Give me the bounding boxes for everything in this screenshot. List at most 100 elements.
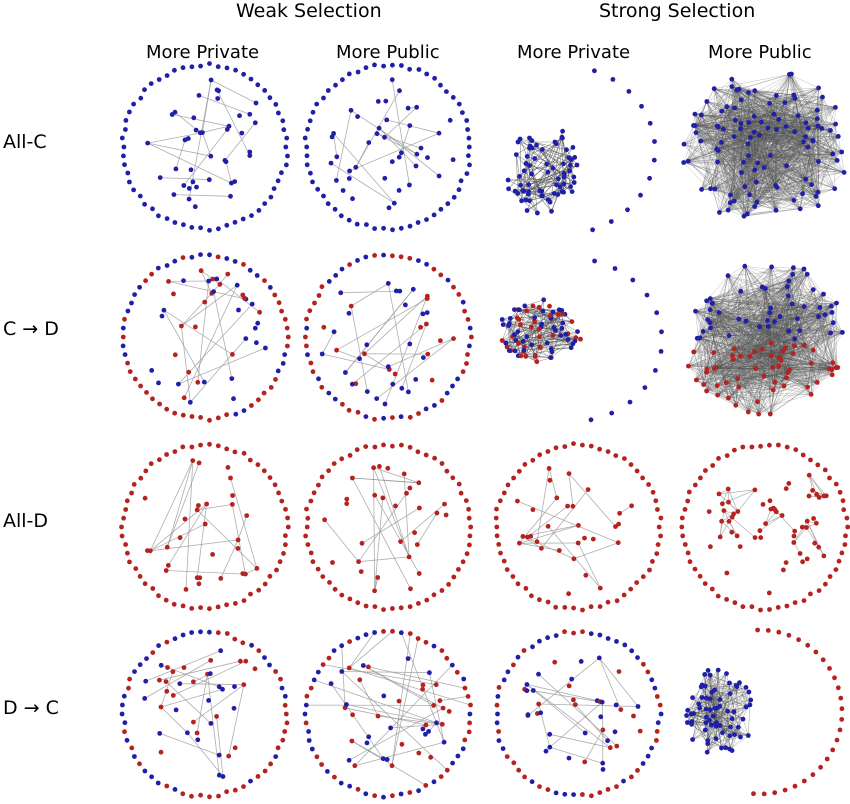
network-node — [704, 714, 709, 720]
network-node — [682, 507, 688, 512]
network-node — [724, 597, 729, 602]
network-node — [179, 323, 184, 329]
network-node — [186, 369, 192, 375]
network-node — [229, 376, 235, 381]
network-node — [523, 354, 529, 359]
network-node — [797, 551, 803, 556]
network-edge — [710, 302, 837, 310]
network-node — [537, 638, 542, 644]
network-node — [612, 266, 618, 271]
network-node — [355, 258, 360, 263]
network-node — [347, 783, 353, 789]
network-edge — [550, 316, 569, 334]
network-node — [233, 411, 239, 417]
network-edge — [703, 274, 793, 385]
network-node — [734, 87, 740, 93]
network-edge — [726, 92, 749, 107]
network-edge — [694, 125, 716, 190]
network-node — [571, 441, 576, 446]
network-node — [460, 746, 466, 752]
network-node — [839, 149, 845, 155]
network-edge — [709, 306, 805, 323]
network-edge — [813, 306, 832, 351]
network-node — [532, 315, 537, 321]
network-edge — [700, 312, 833, 339]
network-node — [207, 606, 212, 612]
network-node — [165, 563, 171, 568]
network-edge — [598, 657, 639, 707]
network-node — [547, 477, 553, 483]
network-node — [446, 709, 452, 714]
network-node — [456, 481, 462, 487]
network-node — [372, 226, 377, 232]
network-edge — [762, 316, 781, 350]
network-edge — [336, 298, 428, 351]
network-node — [524, 682, 530, 687]
network-node — [339, 643, 345, 649]
network-node — [767, 498, 773, 504]
network-node — [173, 166, 179, 172]
network-node — [142, 87, 147, 93]
network-node — [714, 146, 719, 152]
network-edge — [765, 515, 783, 524]
network-node — [572, 155, 578, 160]
network-node — [407, 341, 413, 347]
network-node — [655, 507, 660, 512]
network-node — [398, 254, 404, 260]
network-node — [553, 328, 558, 333]
network-node — [185, 136, 191, 141]
network-node — [177, 681, 183, 687]
network-node — [172, 258, 178, 264]
network-node — [451, 336, 456, 341]
network-node — [191, 679, 196, 685]
network-node — [438, 272, 444, 278]
network-node — [346, 665, 352, 671]
network-node — [763, 521, 768, 526]
network-edge — [707, 727, 739, 753]
network-node — [749, 604, 755, 610]
network-node — [247, 149, 253, 155]
network-node — [321, 193, 326, 199]
network-node — [124, 737, 130, 743]
network-edge — [173, 194, 231, 197]
network-node — [745, 409, 751, 415]
network-node — [465, 317, 471, 322]
network-node — [771, 111, 777, 117]
network-node — [582, 730, 588, 736]
network-node — [442, 501, 447, 507]
network-node — [536, 304, 542, 310]
network-edge — [539, 137, 563, 191]
network-node — [460, 110, 465, 115]
network-edge — [727, 194, 750, 211]
network-node — [405, 656, 411, 661]
network-edge — [726, 382, 759, 415]
network-node — [767, 100, 773, 106]
network-edge — [688, 362, 833, 367]
network-node — [501, 490, 507, 496]
network-node — [450, 95, 456, 100]
network-node — [836, 558, 842, 564]
network-node — [572, 338, 578, 344]
network-node — [626, 89, 632, 94]
network-node — [232, 259, 238, 264]
network-node — [561, 170, 567, 176]
network-edge — [693, 713, 708, 741]
network-node — [416, 601, 421, 606]
network-edge — [741, 99, 819, 162]
network-node — [545, 787, 551, 792]
network-node — [191, 719, 196, 725]
network-edge — [700, 114, 774, 142]
network-edge — [754, 151, 842, 207]
network-node — [278, 676, 283, 682]
network-node — [640, 475, 645, 481]
network-node — [600, 727, 606, 733]
network-node — [518, 182, 523, 188]
network-node — [592, 68, 597, 74]
network-node — [132, 376, 138, 382]
network-node — [451, 284, 456, 290]
network-edge — [173, 660, 246, 696]
network-node — [310, 559, 316, 565]
network-node — [198, 605, 204, 610]
network-node — [254, 340, 259, 346]
network-edge — [220, 539, 239, 579]
